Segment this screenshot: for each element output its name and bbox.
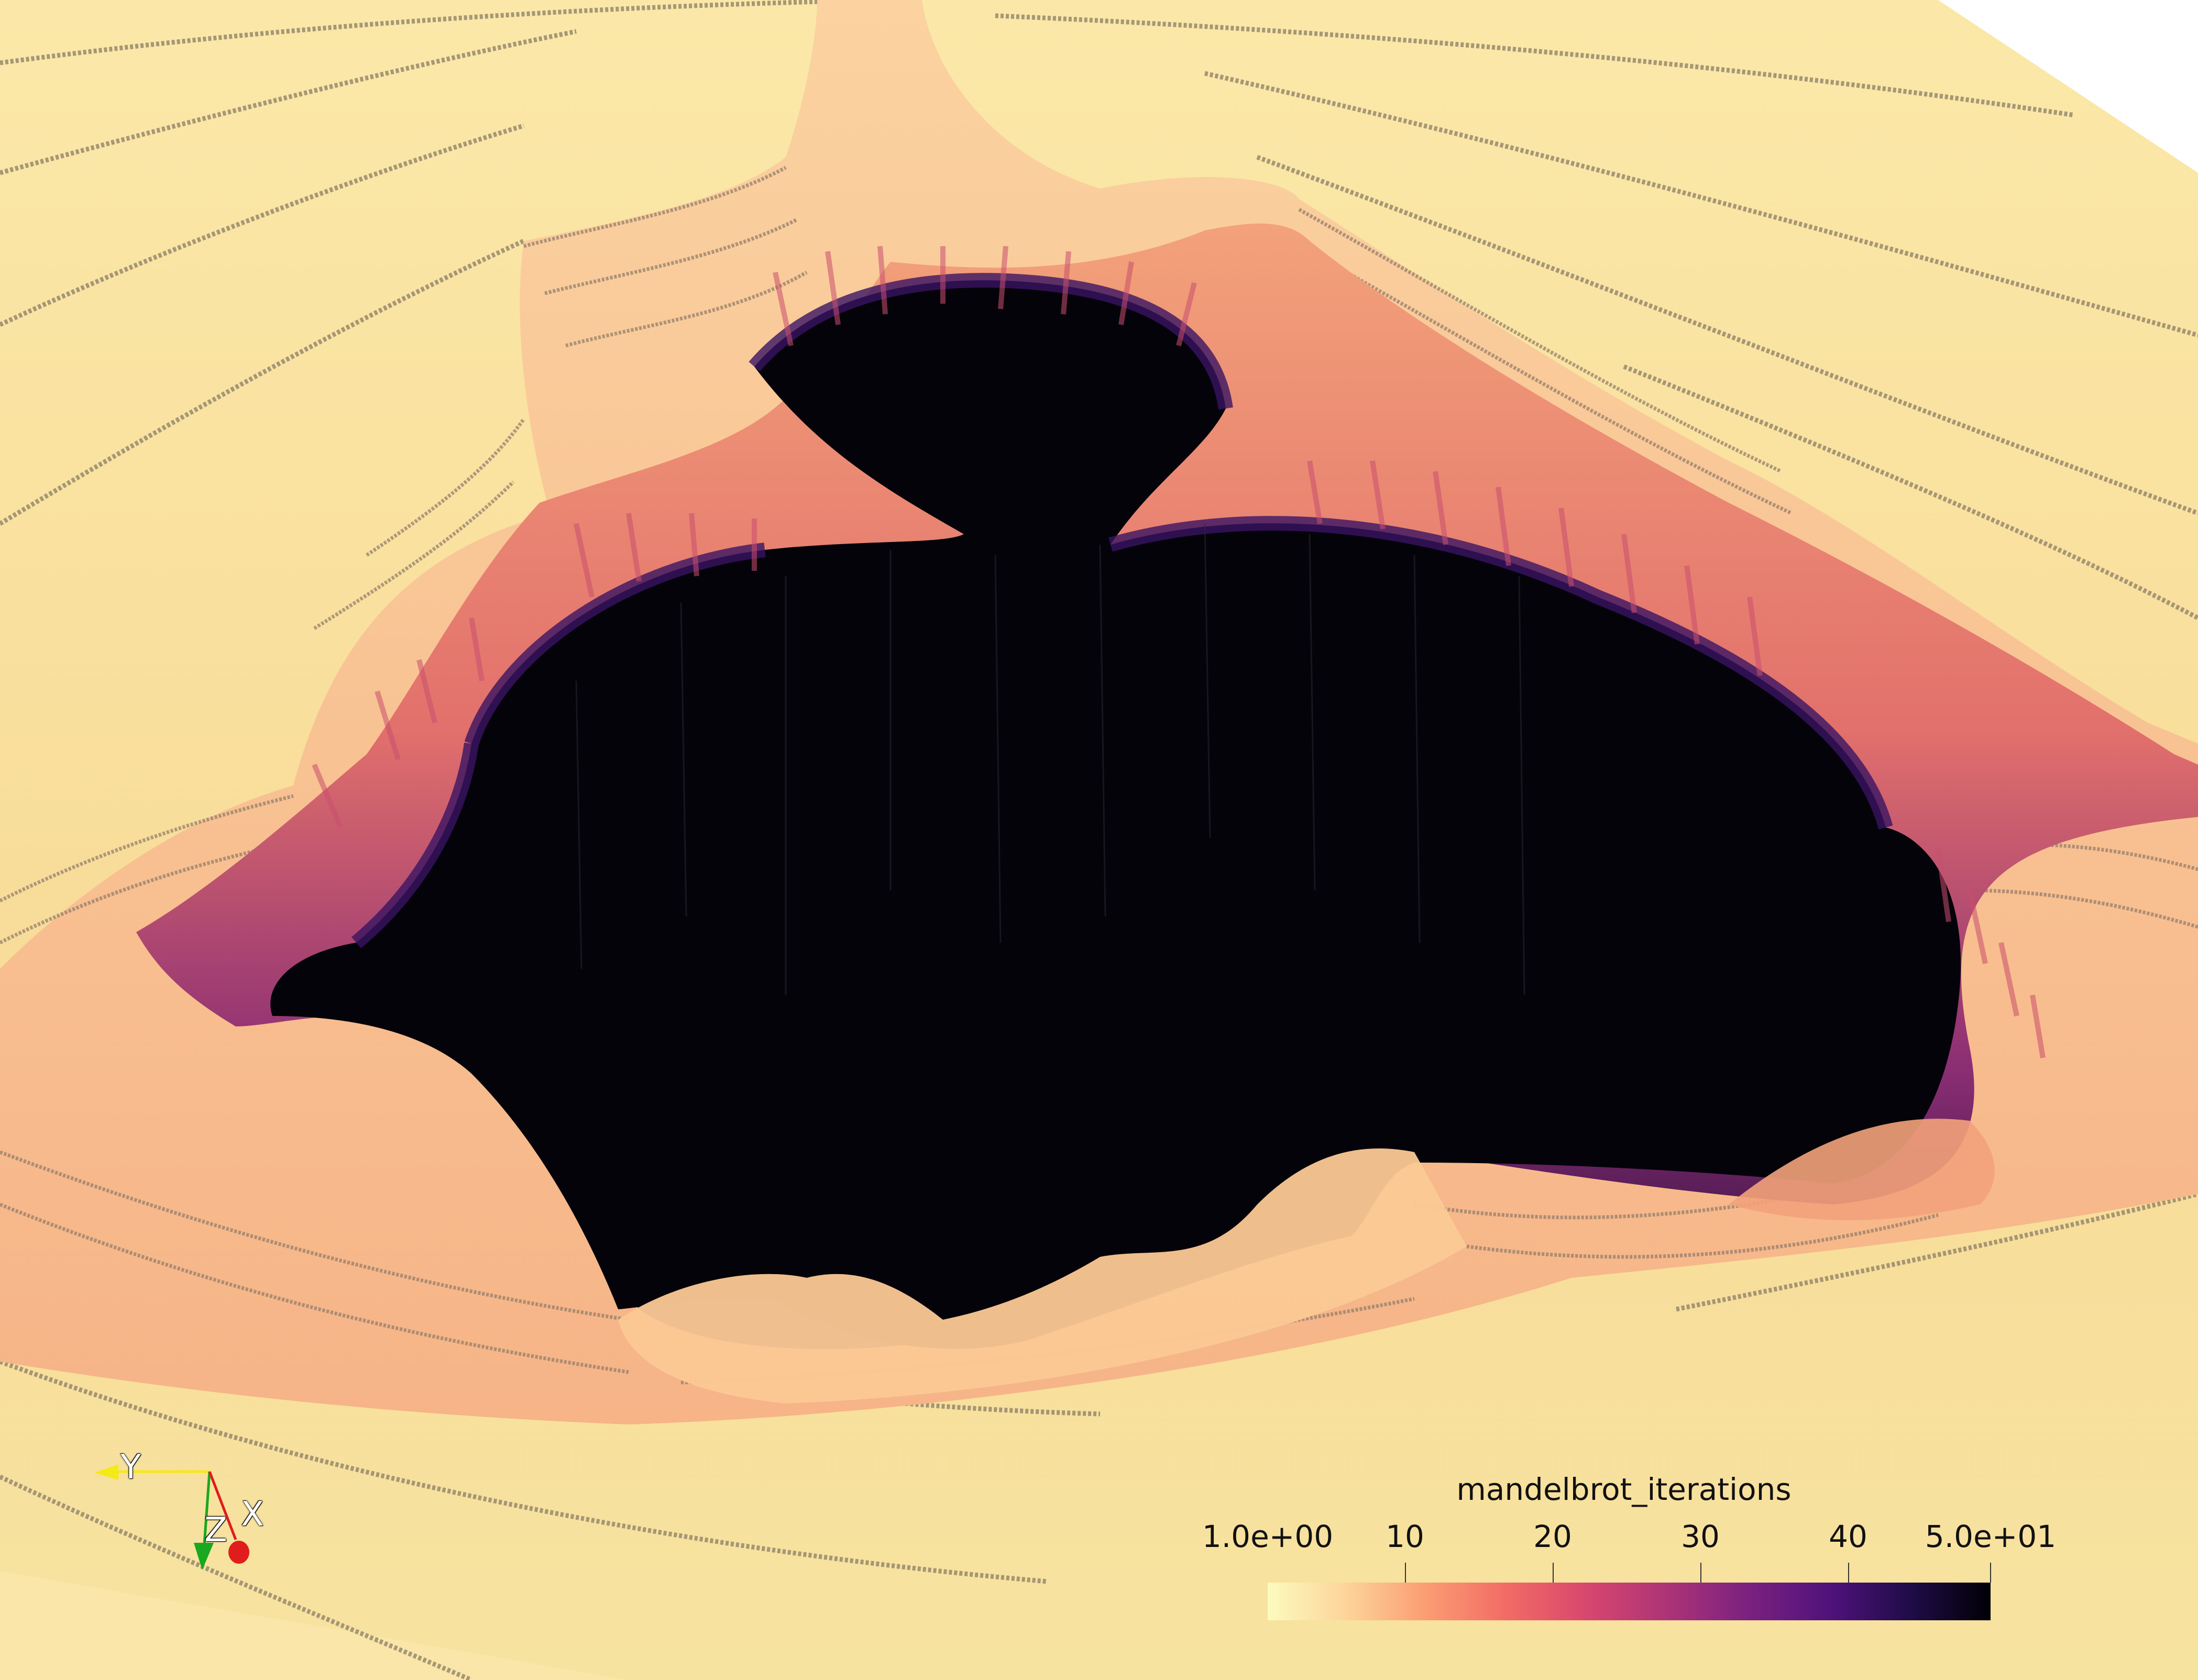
axes-lines [94,1464,249,1570]
colorbar-tick-label: 5.0e+01 [1925,1519,2057,1554]
orientation-axes: Y Z X [84,1445,293,1582]
boundary-fringe [351,273,1893,948]
interior-streaks [575,523,1525,996]
colorbar-tick-mark [1700,1563,1701,1583]
colorbar-tick-mark [1553,1563,1554,1583]
colorbar-tick-label: 20 [1533,1519,1572,1554]
z-axis-label: Z [204,1511,227,1550]
mandelbrot-set-interior [270,280,1961,1349]
ridge-spikes [312,246,2046,1058]
foreground-lumps [618,1148,1467,1403]
x-axis-cone [228,1541,249,1564]
x-axis-line [208,1471,237,1540]
colorbar-tick-label: 40 [1829,1519,1867,1554]
z-axis-line [203,1471,211,1545]
colorbar-tick-mark [1990,1563,1991,1583]
x-axis-label: X [241,1495,264,1534]
colorbar-tick-mark [1848,1563,1849,1583]
y-axis-cone [94,1464,118,1480]
colorbar-tick-label: 30 [1681,1519,1720,1554]
z-axis-cone [194,1543,214,1570]
colorbar-tick-label: 10 [1386,1519,1424,1554]
y-axis-label: Y [120,1448,141,1487]
colorbar-tick-label: 1.0e+00 [1202,1519,1334,1554]
colorbar-tick-mark [1405,1563,1406,1583]
colorbar-title: mandelbrot_iterations [1456,1472,1792,1507]
colorbar-gradient [1268,1583,1991,1620]
scalar-bar-legend[interactable]: mandelbrot_iterations 1.0e+00 10 20 30 4… [1168,1472,2122,1629]
